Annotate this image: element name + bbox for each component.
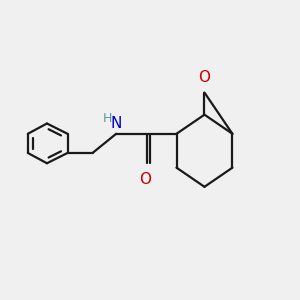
- Text: H: H: [103, 112, 112, 125]
- Text: O: O: [199, 70, 211, 85]
- Text: N: N: [110, 116, 122, 131]
- Text: O: O: [140, 172, 152, 187]
